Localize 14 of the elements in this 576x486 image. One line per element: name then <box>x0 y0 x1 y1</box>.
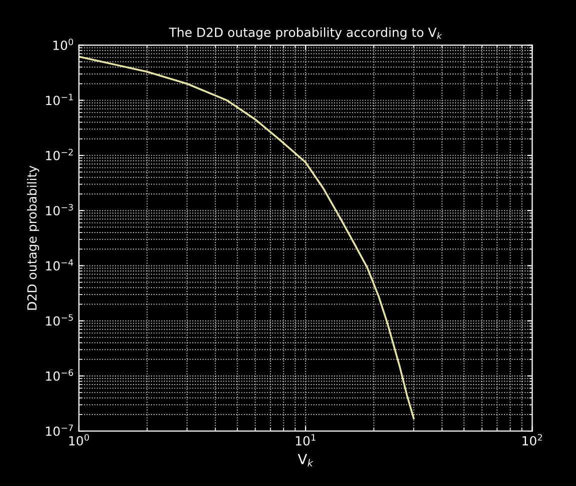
y-tick-label: 10$^{−4}$ <box>46 259 74 271</box>
y-tick-label: 10$^{−2}$ <box>46 148 73 160</box>
y-tick-label: 10$^{0}$ <box>53 38 74 50</box>
x-tick-label: 10$^{1}$ <box>296 434 316 446</box>
chart-title: The D2D outage probability according to V$_{k}$ <box>168 27 442 40</box>
y-tick-label: 10$^{−3}$ <box>46 204 73 216</box>
x-tick-label: 10$^{2}$ <box>522 434 542 446</box>
y-tick-label: 10$^{−1}$ <box>46 94 73 106</box>
x-axis-title: V$_{k}$ <box>298 454 314 466</box>
y-tick-label: 10$^{−6}$ <box>46 369 74 381</box>
y-tick-label: 10$^{−7}$ <box>46 424 73 436</box>
y-axis-title: D2D outage probability <box>27 166 40 310</box>
x-tick-label: 10$^{0}$ <box>69 434 89 446</box>
y-tick-label: 10$^{−5}$ <box>46 314 73 326</box>
